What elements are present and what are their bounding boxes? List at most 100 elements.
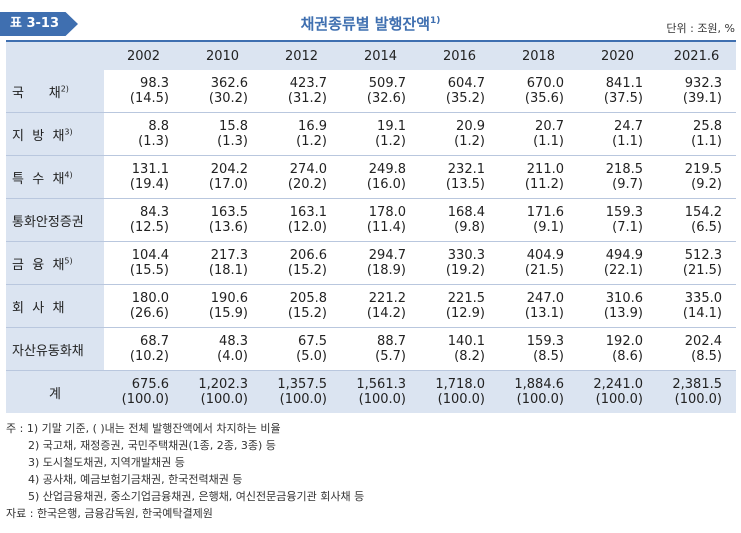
value-cell: 218.5 (9.7) bbox=[578, 155, 657, 199]
value-cell: 206.6 (15.2) bbox=[262, 241, 341, 285]
table-row: 통화안정증권 84.3 (12.5) 163.5 (13.6) 163.1 (12.0) 17… bbox=[6, 198, 736, 242]
share-percent: (1.1) bbox=[691, 134, 722, 149]
year-header: 2012 bbox=[262, 40, 341, 70]
share-percent: (1.2) bbox=[454, 134, 485, 149]
balance-value: 16.9 bbox=[298, 119, 327, 134]
share-percent: (19.4) bbox=[129, 177, 169, 192]
balance-value: 221.2 bbox=[368, 291, 406, 306]
share-percent: (9.2) bbox=[691, 177, 722, 192]
balance-value: 335.0 bbox=[684, 291, 722, 306]
balance-value: 204.2 bbox=[210, 162, 248, 177]
balance-value: 192.0 bbox=[605, 334, 643, 349]
bond-balance-table: 2002 2010 2012 2014 2016 2018 2020 2021.6 국 채2)… bbox=[6, 40, 736, 413]
balance-value: 1,357.5 bbox=[277, 377, 327, 392]
value-cell: 168.4 (9.8) bbox=[420, 198, 499, 242]
value-cell: 232.1 (13.5) bbox=[420, 155, 499, 199]
share-percent: (26.6) bbox=[129, 306, 169, 321]
share-percent: (4.0) bbox=[217, 349, 248, 364]
balance-value: 247.0 bbox=[526, 291, 564, 306]
value-cell: 204.2 (17.0) bbox=[183, 155, 262, 199]
balance-value: 219.5 bbox=[684, 162, 722, 177]
share-percent: (12.5) bbox=[129, 220, 169, 235]
value-cell: 48.3 (4.0) bbox=[183, 327, 262, 371]
balance-value: 163.5 bbox=[210, 205, 248, 220]
value-cell: 202.4 (8.5) bbox=[657, 327, 736, 371]
share-percent: (21.5) bbox=[524, 263, 564, 278]
row-label: 통화안정증권 bbox=[6, 198, 104, 242]
balance-value: 362.6 bbox=[210, 76, 248, 91]
year-header: 2018 bbox=[499, 40, 578, 70]
balance-value: 15.8 bbox=[219, 119, 248, 134]
share-percent: (12.0) bbox=[287, 220, 327, 235]
balance-value: 20.7 bbox=[535, 119, 564, 134]
balance-value: 2,241.0 bbox=[593, 377, 643, 392]
share-percent: (5.0) bbox=[296, 349, 327, 364]
row-label: 계 bbox=[6, 370, 104, 413]
table-title: 채권종류별 발행잔액1) bbox=[0, 13, 741, 34]
balance-value: 19.1 bbox=[377, 119, 406, 134]
share-percent: (13.5) bbox=[445, 177, 485, 192]
share-percent: (13.9) bbox=[603, 306, 643, 321]
table-number-tag: 표 3-13 bbox=[0, 12, 78, 36]
balance-value: 190.6 bbox=[210, 291, 248, 306]
share-percent: (100.0) bbox=[200, 392, 248, 407]
balance-value: 104.4 bbox=[131, 248, 169, 263]
balance-value: 131.1 bbox=[131, 162, 169, 177]
share-percent: (15.9) bbox=[208, 306, 248, 321]
row-label-text: 국 채 bbox=[12, 85, 61, 101]
footnote-line: 3) 도시철도채권, 지역개발채권 등 bbox=[28, 456, 185, 469]
share-percent: (35.6) bbox=[524, 91, 564, 106]
share-percent: (17.0) bbox=[208, 177, 248, 192]
balance-value: 25.8 bbox=[693, 119, 722, 134]
footnotes: 주 : 1) 기말 기준, ( )내는 전체 발행잔액에서 차지하는 비율 2) … bbox=[6, 420, 364, 522]
footnote-line: 자료 : 한국은행, 금융감독원, 한국예탁결제원 bbox=[6, 507, 213, 520]
balance-value: 48.3 bbox=[219, 334, 248, 349]
balance-value: 2,381.5 bbox=[672, 377, 722, 392]
share-percent: (5.7) bbox=[375, 349, 406, 364]
row-label-text: 지 방 채 bbox=[12, 128, 65, 144]
balance-value: 310.6 bbox=[605, 291, 643, 306]
share-percent: (8.5) bbox=[691, 349, 722, 364]
share-percent: (12.9) bbox=[445, 306, 485, 321]
balance-value: 1,561.3 bbox=[356, 377, 406, 392]
share-percent: (8.2) bbox=[454, 349, 485, 364]
balance-value: 604.7 bbox=[447, 76, 485, 91]
value-cell: 163.1 (12.0) bbox=[262, 198, 341, 242]
year-header: 2010 bbox=[183, 40, 262, 70]
share-percent: (15.2) bbox=[287, 263, 327, 278]
share-percent: (18.1) bbox=[208, 263, 248, 278]
value-cell: 604.7 (35.2) bbox=[420, 70, 499, 113]
value-cell: 512.3 (21.5) bbox=[657, 241, 736, 285]
value-cell: 19.1 (1.2) bbox=[341, 112, 420, 156]
value-cell: 88.7 (5.7) bbox=[341, 327, 420, 371]
balance-value: 140.1 bbox=[447, 334, 485, 349]
balance-value: 932.3 bbox=[684, 76, 722, 91]
share-percent: (14.2) bbox=[366, 306, 406, 321]
share-percent: (10.2) bbox=[129, 349, 169, 364]
table-body: 국 채2) 98.3 (14.5) 362.6 (30.2) 423.7 (31.2) 509… bbox=[6, 70, 736, 413]
row-footnote-ref: 4) bbox=[64, 170, 73, 180]
value-cell: 192.0 (8.6) bbox=[578, 327, 657, 371]
value-cell: 1,357.5 (100.0) bbox=[262, 370, 341, 413]
balance-value: 1,884.6 bbox=[514, 377, 564, 392]
share-percent: (11.2) bbox=[524, 177, 564, 192]
share-percent: (100.0) bbox=[437, 392, 485, 407]
value-cell: 140.1 (8.2) bbox=[420, 327, 499, 371]
value-cell: 335.0 (14.1) bbox=[657, 284, 736, 328]
share-percent: (13.6) bbox=[208, 220, 248, 235]
row-label: 회 사 채 bbox=[6, 284, 104, 328]
balance-value: 178.0 bbox=[368, 205, 406, 220]
share-percent: (8.6) bbox=[612, 349, 643, 364]
share-percent: (15.5) bbox=[129, 263, 169, 278]
share-percent: (14.5) bbox=[129, 91, 169, 106]
row-label: 국 채2) bbox=[6, 70, 104, 113]
value-cell: 330.3 (19.2) bbox=[420, 241, 499, 285]
value-cell: 1,884.6 (100.0) bbox=[499, 370, 578, 413]
row-label-text: 통화안정증권 bbox=[12, 214, 84, 230]
value-cell: 932.3 (39.1) bbox=[657, 70, 736, 113]
value-cell: 180.0 (26.6) bbox=[104, 284, 183, 328]
value-cell: 171.6 (9.1) bbox=[499, 198, 578, 242]
balance-value: 221.5 bbox=[447, 291, 485, 306]
value-cell: 154.2 (6.5) bbox=[657, 198, 736, 242]
table-row: 회 사 채 180.0 (26.6) 190.6 (15.9) 205.8 (15.2) 22… bbox=[6, 284, 736, 328]
